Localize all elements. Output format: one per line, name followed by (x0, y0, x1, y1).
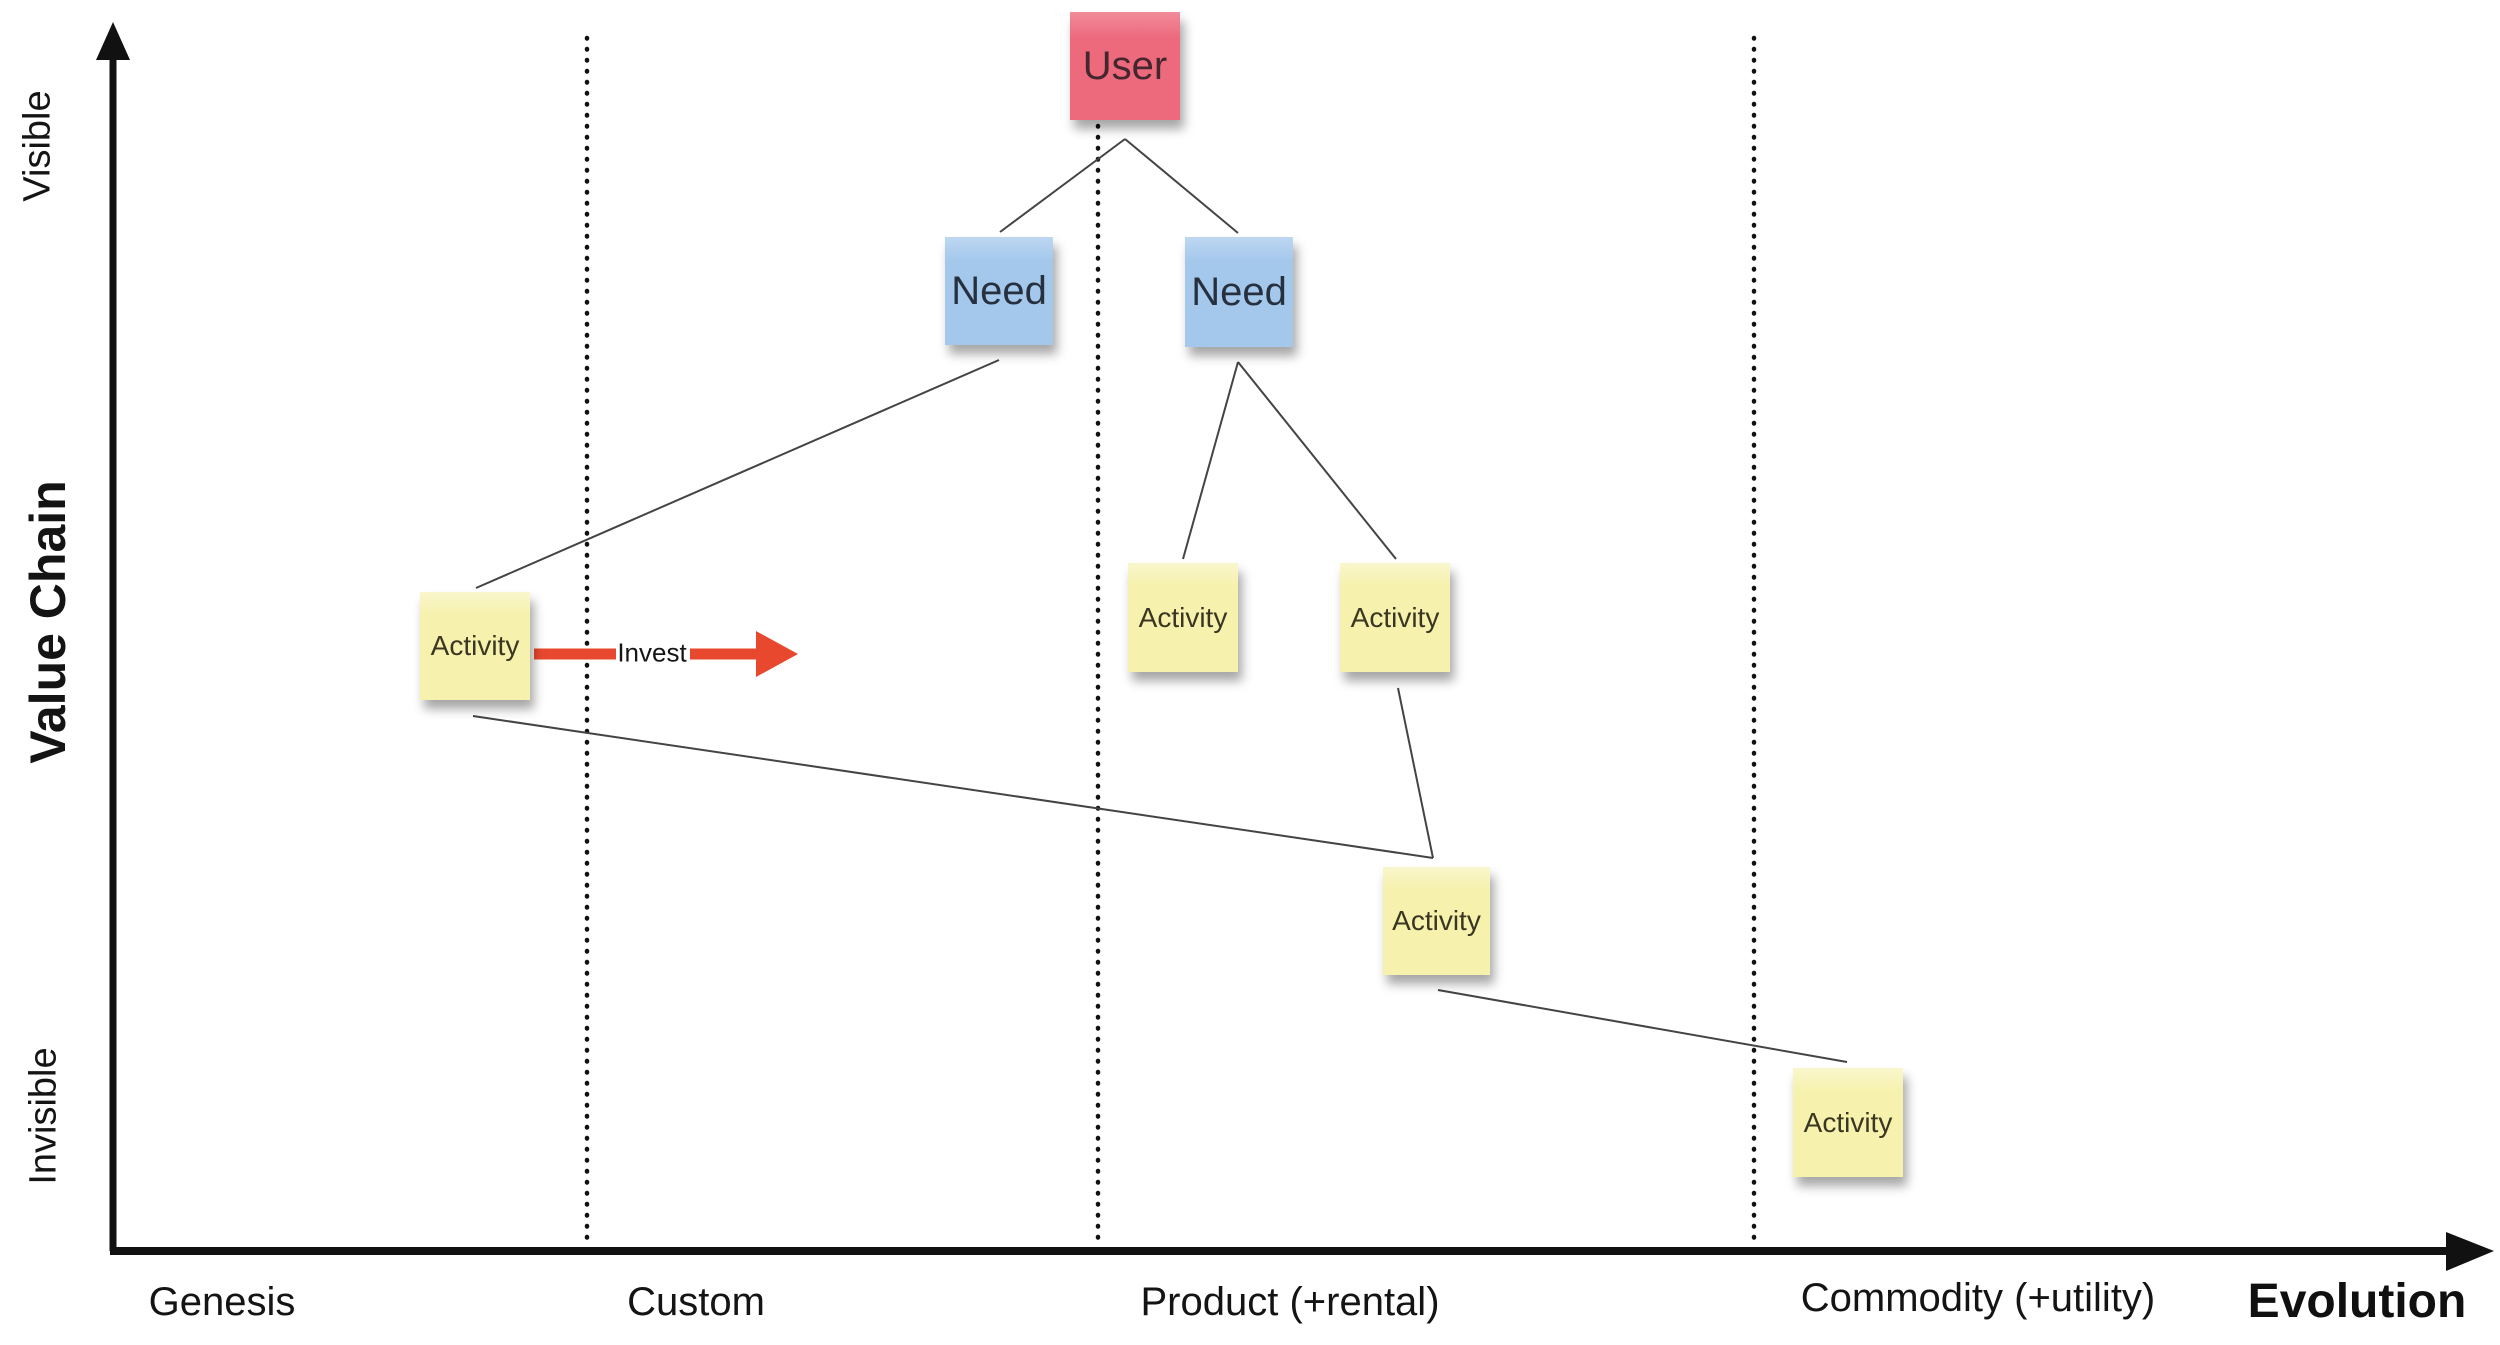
stage-label-genesis: Genesis (148, 1280, 296, 1324)
stage-label-commodity: Commodity (+utility) (1800, 1276, 2156, 1320)
x-axis-arrowhead-icon (2446, 1232, 2494, 1271)
activity-note-product-left-label: Activity (1138, 601, 1228, 633)
activity-note-product-lower[interactable]: Activity (1383, 867, 1490, 975)
y-axis-visible-label: Visible (16, 90, 59, 202)
edge-user-needleft (999, 138, 1126, 233)
edge-activityproductright-activityproductlower (1397, 687, 1434, 859)
edge-user-needright (1124, 138, 1239, 234)
stage-label-product: Product (+rental) (1140, 1280, 1440, 1324)
y-axis-arrowhead-icon (96, 22, 130, 60)
need-note-left-label: Need (951, 268, 1047, 313)
activity-note-product-right[interactable]: Activity (1340, 563, 1450, 672)
edge-needright-activityproductleft (1182, 361, 1239, 560)
need-note-right[interactable]: Need (1185, 237, 1293, 347)
need-note-right-label: Need (1191, 269, 1287, 314)
edge-needleft-activitygenesis (475, 359, 1000, 589)
y-axis-invisible-label: Invisible (22, 1047, 65, 1185)
edge-activityproductlower-activitycommodity (1437, 989, 1848, 1063)
edge-needright-activityproductright (1237, 361, 1397, 560)
need-note-left[interactable]: Need (945, 237, 1053, 345)
user-note-label: User (1082, 43, 1168, 88)
invest-arrow-head-icon (756, 631, 798, 677)
activity-note-commodity-label: Activity (1803, 1106, 1893, 1138)
activity-note-product-left[interactable]: Activity (1128, 563, 1238, 672)
activity-note-product-right-label: Activity (1350, 601, 1440, 633)
activity-note-genesis-label: Activity (430, 630, 520, 661)
y-axis-title: Value Chain (20, 480, 76, 764)
stage-label-custom: Custom (627, 1280, 765, 1324)
x-axis-title: Evolution (2247, 1275, 2467, 1328)
activity-note-commodity[interactable]: Activity (1793, 1068, 1903, 1177)
activity-note-product-lower-label: Activity (1392, 905, 1481, 936)
edge-activitygenesis-activityproductlower (472, 715, 1434, 859)
invest-label: Invest (617, 637, 687, 668)
user-note[interactable]: User (1070, 12, 1180, 120)
activity-note-genesis[interactable]: Activity (420, 592, 530, 700)
